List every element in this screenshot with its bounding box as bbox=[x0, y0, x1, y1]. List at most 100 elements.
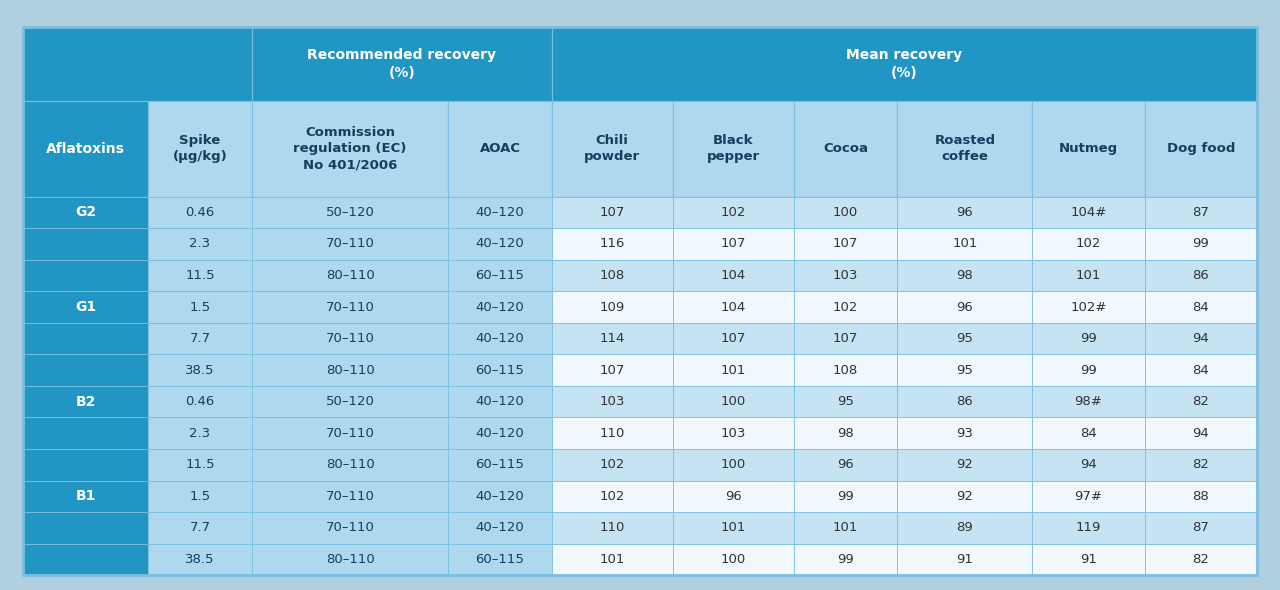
Bar bbox=[552, 101, 673, 196]
Text: 109: 109 bbox=[599, 300, 625, 313]
Text: 93: 93 bbox=[956, 427, 973, 440]
Text: 94: 94 bbox=[1080, 458, 1097, 471]
Text: 60–115: 60–115 bbox=[476, 363, 525, 376]
Bar bbox=[252, 512, 448, 544]
Bar bbox=[552, 449, 673, 481]
Text: 104: 104 bbox=[721, 300, 746, 313]
Bar bbox=[448, 260, 552, 291]
Bar bbox=[448, 323, 552, 355]
Bar bbox=[252, 418, 448, 449]
Bar bbox=[794, 291, 897, 323]
Text: 40–120: 40–120 bbox=[476, 300, 525, 313]
Bar bbox=[252, 449, 448, 481]
Text: B1: B1 bbox=[76, 489, 96, 503]
Text: 80–110: 80–110 bbox=[325, 269, 374, 282]
Bar bbox=[794, 512, 897, 544]
Bar bbox=[1144, 355, 1257, 386]
Bar bbox=[1144, 544, 1257, 575]
Bar bbox=[1144, 449, 1257, 481]
Text: 40–120: 40–120 bbox=[476, 490, 525, 503]
Text: 7.7: 7.7 bbox=[189, 332, 211, 345]
Bar bbox=[552, 481, 673, 512]
Bar bbox=[552, 323, 673, 355]
Text: 110: 110 bbox=[599, 427, 625, 440]
Text: 89: 89 bbox=[956, 522, 973, 535]
Bar bbox=[448, 449, 552, 481]
Text: 107: 107 bbox=[833, 237, 858, 251]
Text: 98: 98 bbox=[837, 427, 854, 440]
Text: 98: 98 bbox=[956, 269, 973, 282]
Bar bbox=[252, 544, 448, 575]
Bar bbox=[448, 228, 552, 260]
Text: 119: 119 bbox=[1075, 522, 1101, 535]
Text: 102: 102 bbox=[721, 206, 746, 219]
Bar bbox=[673, 418, 794, 449]
Bar bbox=[148, 449, 252, 481]
Text: Cocoa: Cocoa bbox=[823, 142, 868, 155]
Text: 70–110: 70–110 bbox=[325, 332, 375, 345]
Bar bbox=[794, 260, 897, 291]
Bar bbox=[552, 27, 1257, 101]
Bar bbox=[673, 228, 794, 260]
Text: Roasted
coffee: Roasted coffee bbox=[934, 134, 996, 163]
Bar bbox=[1033, 449, 1144, 481]
Text: 60–115: 60–115 bbox=[476, 458, 525, 471]
Bar bbox=[148, 418, 252, 449]
Bar bbox=[23, 481, 148, 512]
Text: 40–120: 40–120 bbox=[476, 206, 525, 219]
Text: 103: 103 bbox=[599, 395, 625, 408]
Bar bbox=[148, 260, 252, 291]
Text: 91: 91 bbox=[1080, 553, 1097, 566]
Text: 96: 96 bbox=[956, 300, 973, 313]
Text: 70–110: 70–110 bbox=[325, 237, 375, 251]
Bar bbox=[23, 355, 148, 386]
Text: 2.3: 2.3 bbox=[189, 427, 211, 440]
Text: 86: 86 bbox=[1193, 269, 1210, 282]
Bar bbox=[1033, 544, 1144, 575]
Text: 70–110: 70–110 bbox=[325, 427, 375, 440]
Text: 99: 99 bbox=[837, 553, 854, 566]
Text: 98#: 98# bbox=[1075, 395, 1102, 408]
Text: 100: 100 bbox=[721, 458, 746, 471]
Bar bbox=[552, 260, 673, 291]
Bar bbox=[448, 196, 552, 228]
Bar bbox=[23, 386, 148, 418]
Bar bbox=[897, 386, 1033, 418]
Bar bbox=[1033, 260, 1144, 291]
Bar bbox=[552, 355, 673, 386]
Text: Recommended recovery
(%): Recommended recovery (%) bbox=[307, 48, 497, 80]
Bar bbox=[673, 355, 794, 386]
Text: 80–110: 80–110 bbox=[325, 363, 374, 376]
Bar bbox=[897, 196, 1033, 228]
Bar bbox=[23, 260, 148, 291]
Text: 95: 95 bbox=[956, 363, 973, 376]
Bar bbox=[794, 544, 897, 575]
Text: 84: 84 bbox=[1193, 363, 1210, 376]
Text: 114: 114 bbox=[599, 332, 625, 345]
Bar bbox=[552, 386, 673, 418]
Text: 80–110: 80–110 bbox=[325, 458, 374, 471]
Bar bbox=[448, 544, 552, 575]
Text: 101: 101 bbox=[833, 522, 858, 535]
Text: 101: 101 bbox=[599, 553, 625, 566]
Text: 107: 107 bbox=[599, 206, 625, 219]
Bar bbox=[23, 323, 148, 355]
Bar bbox=[1144, 196, 1257, 228]
Text: 50–120: 50–120 bbox=[325, 206, 375, 219]
Bar bbox=[897, 418, 1033, 449]
Bar bbox=[794, 323, 897, 355]
Bar bbox=[252, 27, 552, 101]
Bar bbox=[673, 291, 794, 323]
Bar bbox=[148, 228, 252, 260]
Bar bbox=[552, 228, 673, 260]
Text: 7.7: 7.7 bbox=[189, 522, 211, 535]
Text: 96: 96 bbox=[837, 458, 854, 471]
Text: 86: 86 bbox=[956, 395, 973, 408]
Text: 96: 96 bbox=[724, 490, 741, 503]
Text: 88: 88 bbox=[1193, 490, 1210, 503]
Bar bbox=[897, 323, 1033, 355]
Text: 40–120: 40–120 bbox=[476, 395, 525, 408]
Text: 99: 99 bbox=[1080, 332, 1097, 345]
Text: 101: 101 bbox=[721, 363, 746, 376]
Text: Mean recovery
(%): Mean recovery (%) bbox=[846, 48, 963, 80]
